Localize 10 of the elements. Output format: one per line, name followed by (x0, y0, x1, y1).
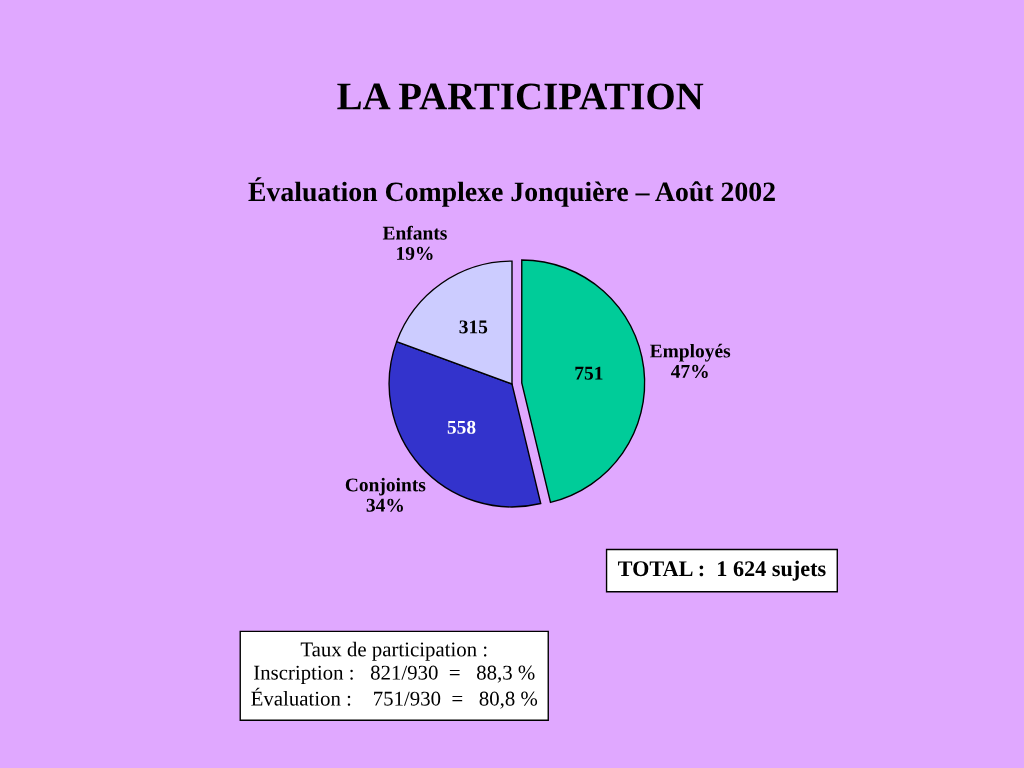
text: TOTAL : 1 624 sujets (618, 560, 826, 581)
chart-title: LA PARTICIPATION (337, 83, 704, 110)
data-label: 751 (575, 366, 603, 380)
text: Taux de participation : Inscription : 821/930 = 88,3 % Évaluation : 751/930 = 80,8 % (251, 641, 538, 709)
data-label: 558 (447, 420, 476, 434)
slice-label: Enfants 19% (382, 225, 447, 261)
slice-label: Employés 47% (649, 343, 731, 379)
data-label: 315 (459, 320, 488, 334)
slice-label: Conjoints 34% (345, 477, 426, 512)
chart-subtitle: Évaluation Complexe Jonquière – Août 2002 (248, 177, 775, 207)
